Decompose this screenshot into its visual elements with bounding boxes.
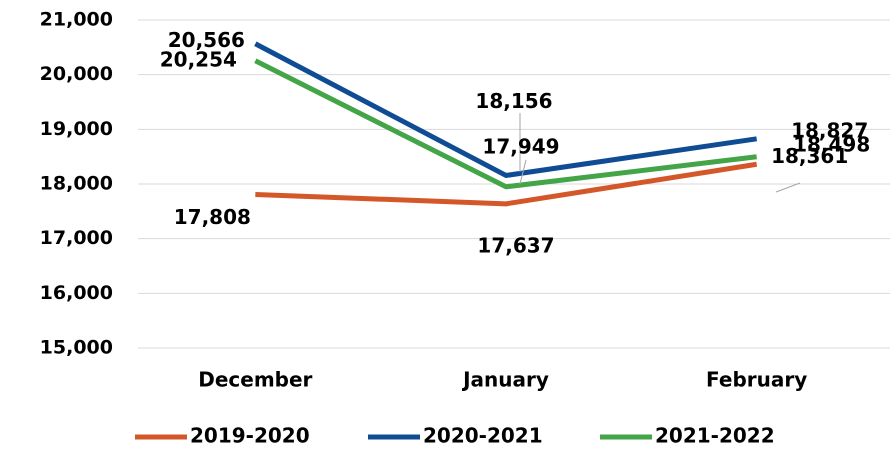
data-label: 20,254: [160, 47, 237, 71]
data-label: 17,637: [477, 233, 554, 257]
y-tick-label: 17,000: [40, 227, 113, 249]
series-line: [254, 41, 758, 178]
leader-line: [519, 159, 527, 185]
y-tick-label: 21,000: [40, 9, 113, 31]
y-tick-label: 20,000: [40, 63, 113, 85]
data-label: 18,498: [793, 132, 870, 156]
y-tick-label: 18,000: [40, 173, 113, 195]
x-tick-label: February: [706, 368, 807, 392]
data-label: 17,808: [174, 205, 251, 229]
y-tick-label: 16,000: [40, 282, 113, 304]
x-tick-label: December: [198, 368, 312, 392]
series-line: [254, 58, 757, 190]
x-tick-label: January: [461, 368, 549, 392]
legend-label: 2019-2020: [190, 424, 310, 448]
data-label: 18,827: [791, 118, 868, 142]
y-tick-label: 19,000: [40, 118, 113, 140]
data-label: 18,156: [475, 89, 552, 113]
data-label: 20,566: [168, 28, 245, 52]
legend-label: 2020-2021: [423, 424, 543, 448]
data-label: 18,361: [771, 144, 848, 168]
legend-label: 2021-2022: [655, 424, 775, 448]
series-line: [255, 161, 758, 207]
data-label: 17,949: [482, 134, 559, 158]
leader-line: [775, 182, 801, 193]
y-tick-label: 15,000: [40, 337, 113, 359]
